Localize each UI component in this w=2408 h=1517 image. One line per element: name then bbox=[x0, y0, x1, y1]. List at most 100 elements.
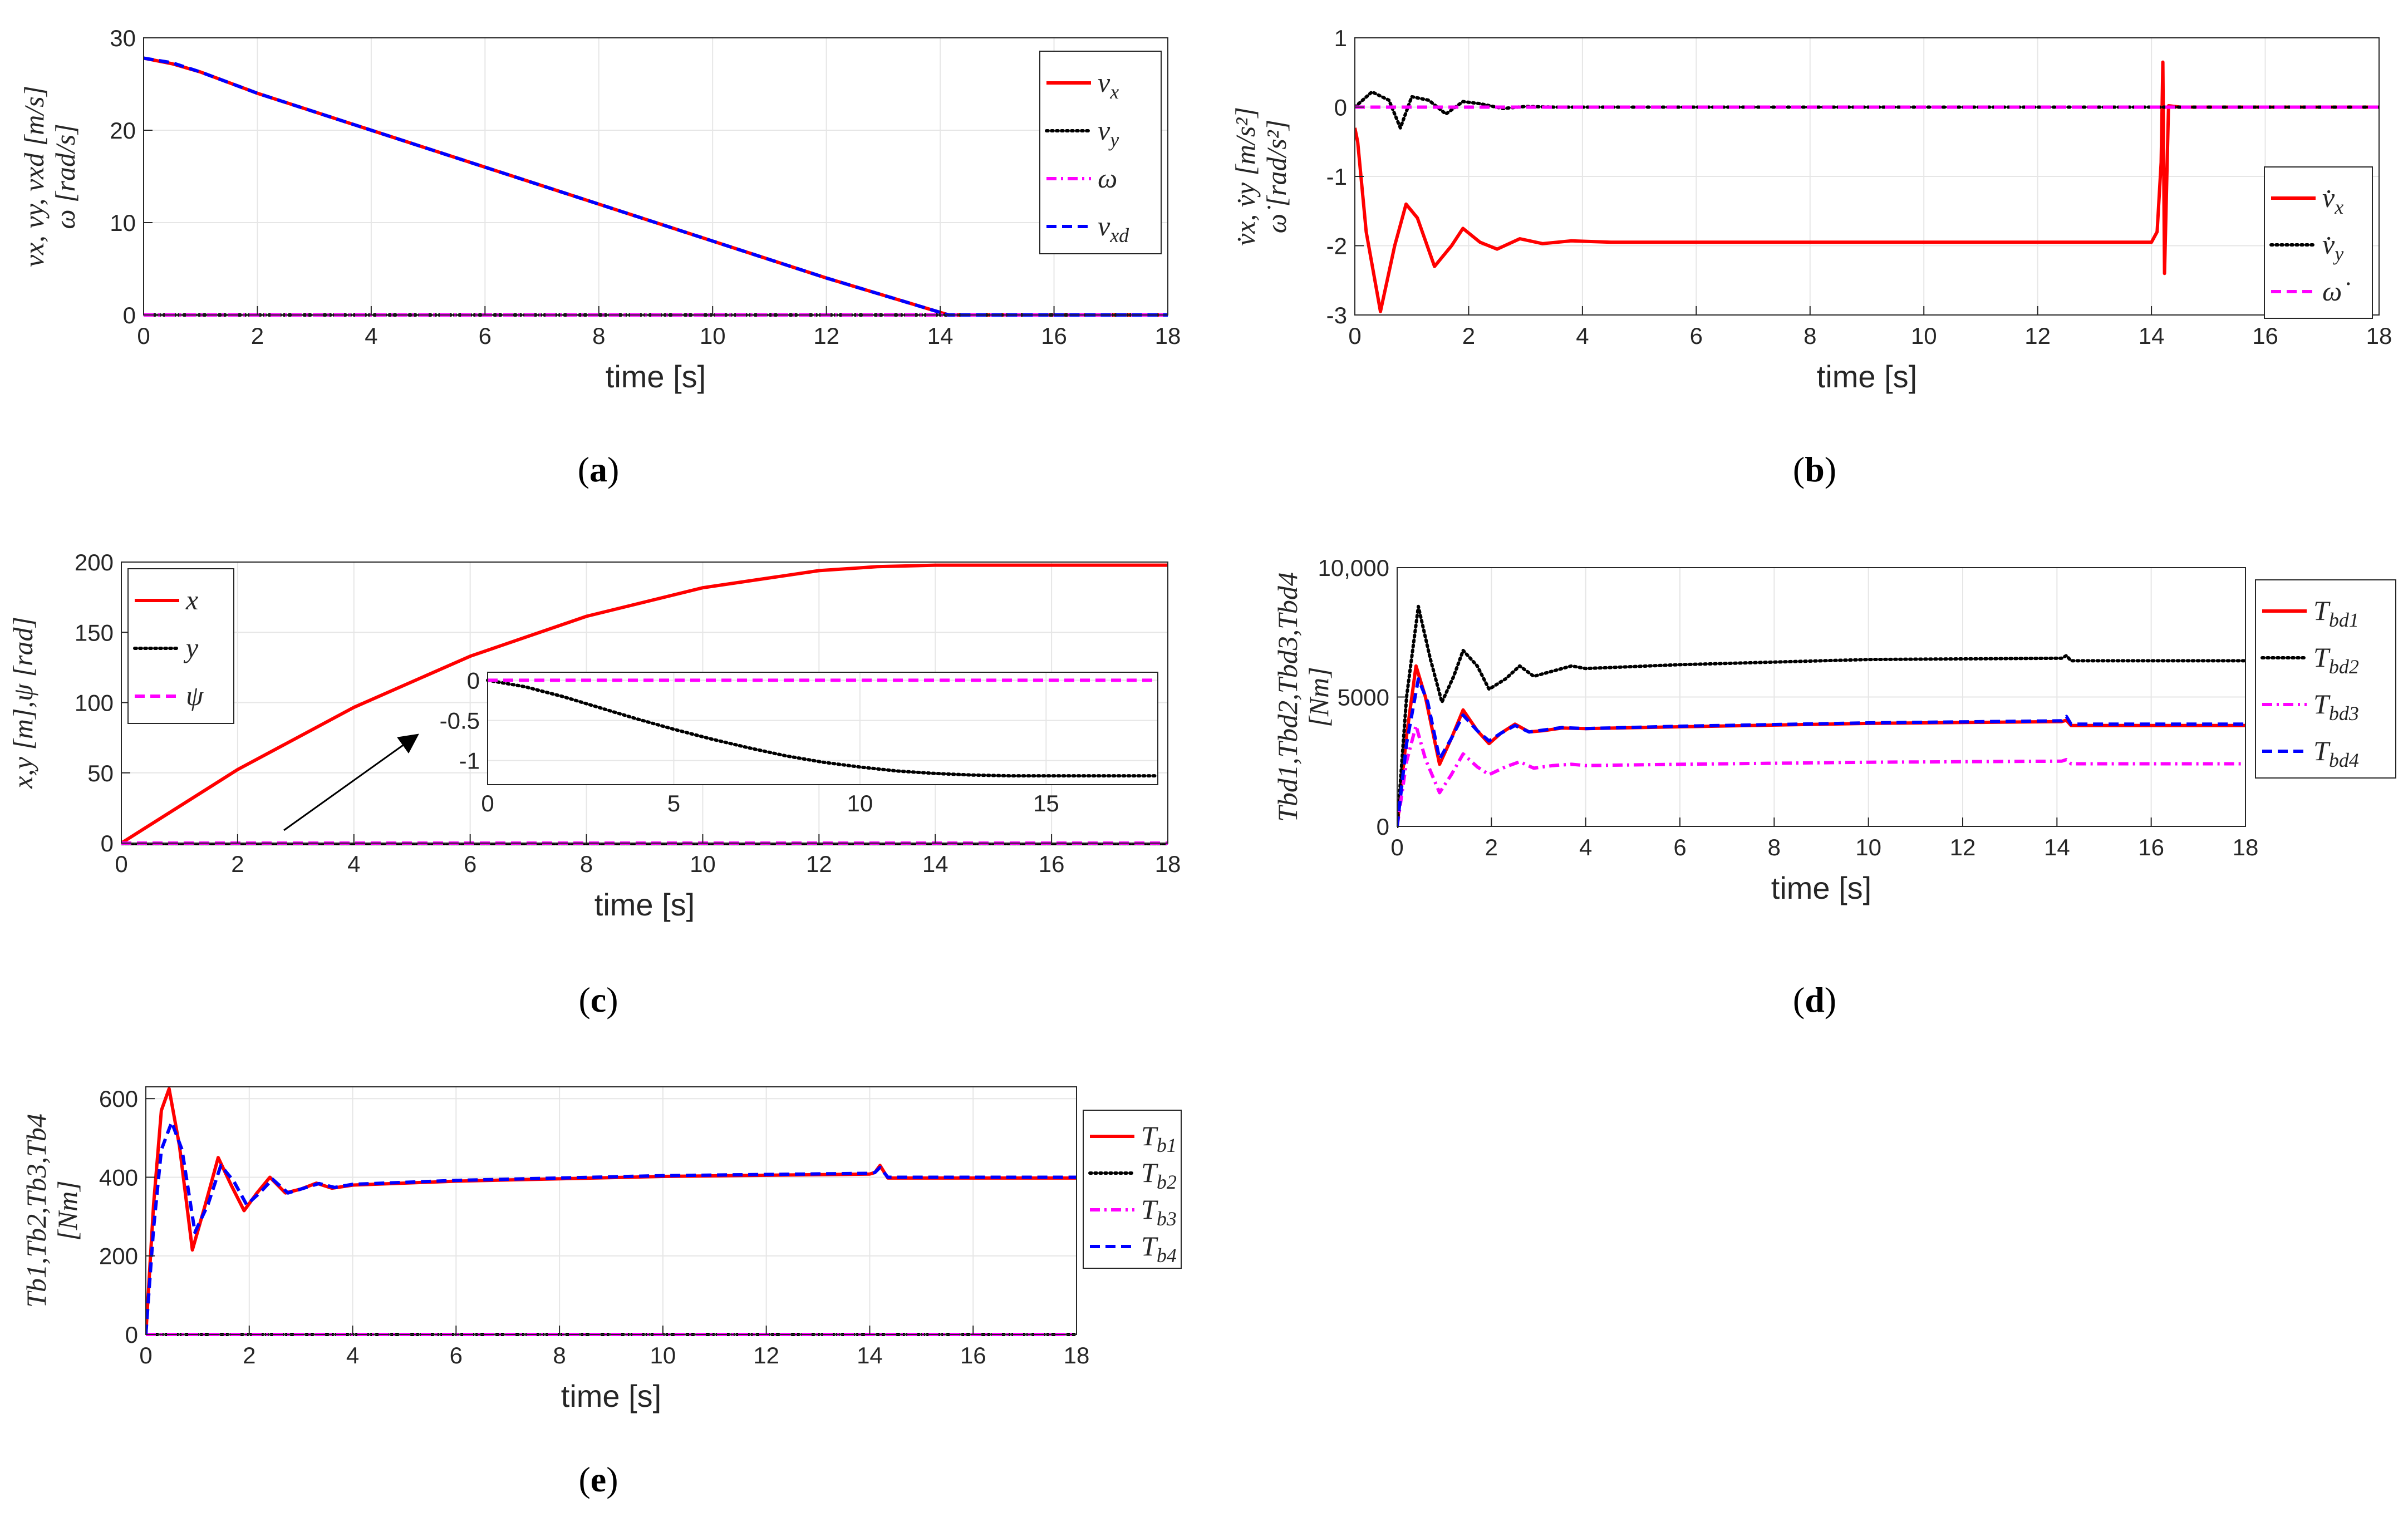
ytick-label-3: 150 bbox=[75, 619, 114, 646]
inset-border bbox=[487, 672, 1158, 785]
legend-label-Tbd2: Tbd2 bbox=[2313, 642, 2359, 678]
x-axis-label: time [s] bbox=[561, 1378, 661, 1413]
xtick-label-1: 2 bbox=[251, 323, 264, 349]
legend-label-psi: ψ bbox=[186, 680, 204, 711]
xtick-label-1: 2 bbox=[1462, 323, 1475, 349]
xtick-label-2: 4 bbox=[1576, 323, 1589, 349]
xtick-label-8: 16 bbox=[1039, 851, 1065, 877]
xtick-label-9: 18 bbox=[1155, 851, 1181, 877]
xtick-label-7: 14 bbox=[2044, 834, 2070, 860]
caption-c: (c) bbox=[578, 980, 618, 1019]
xtick-label-9: 18 bbox=[1155, 323, 1181, 349]
xtick-label-3: 6 bbox=[1690, 323, 1703, 349]
xtick-label-2: 4 bbox=[347, 851, 360, 877]
legend-label-Tb1: Tb1 bbox=[1141, 1120, 1177, 1156]
inset-xtick-label-2: 10 bbox=[847, 790, 873, 816]
legend-box bbox=[2264, 166, 2373, 319]
xtick-label-4: 8 bbox=[580, 851, 593, 877]
xtick-label-6: 12 bbox=[813, 323, 839, 349]
x-axis-label: time [s] bbox=[606, 359, 706, 394]
ytick-label-0: -3 bbox=[1326, 302, 1347, 328]
legend-label-Tbd1: Tbd1 bbox=[2313, 595, 2359, 631]
inset-xtick-label-0: 0 bbox=[481, 790, 494, 816]
xtick-label-7: 14 bbox=[927, 323, 954, 349]
legend-label-Tb3: Tb3 bbox=[1141, 1194, 1177, 1230]
series-Tbd4 bbox=[1397, 677, 2245, 827]
ytick-label-2: 10,000 bbox=[1318, 555, 1389, 581]
legend-label-vy: vy bbox=[1098, 115, 1119, 151]
series-vx_dot bbox=[1355, 60, 2379, 313]
inset-xtick-label-3: 15 bbox=[1033, 790, 1059, 816]
legend-label-vy_dot: v̇y bbox=[2322, 229, 2343, 265]
inset-ytick-label-0: 0 bbox=[467, 667, 480, 693]
caption-d: (d) bbox=[1793, 980, 1836, 1019]
xtick-label-5: 10 bbox=[700, 323, 726, 349]
legend-label-Tbd3: Tbd3 bbox=[2313, 688, 2359, 725]
xtick-label-2: 4 bbox=[346, 1342, 359, 1368]
xtick-label-6: 12 bbox=[753, 1342, 779, 1368]
y-axis-label: vx, vy, vxd [m/s]ω [rad/s] bbox=[18, 86, 81, 267]
inset-ytick-label-2: -1 bbox=[459, 748, 480, 774]
ytick-label-3: 600 bbox=[99, 1086, 138, 1112]
ytick-label-2: -1 bbox=[1326, 164, 1347, 190]
xtick-label-3: 6 bbox=[464, 851, 476, 877]
axes-frame bbox=[143, 37, 1168, 316]
inset-ytick-label-1: -0.5 bbox=[440, 708, 480, 734]
xtick-label-6: 12 bbox=[806, 851, 832, 877]
xtick-label-4: 8 bbox=[1768, 834, 1781, 860]
xtick-label-5: 10 bbox=[1911, 323, 1937, 349]
xtick-label-0: 0 bbox=[137, 323, 150, 349]
ytick-label-3: 0 bbox=[1334, 95, 1347, 121]
legend-label-x: x bbox=[185, 584, 198, 615]
xtick-label-4: 8 bbox=[592, 323, 605, 349]
panel-b: 0 2 4 6 8 10 12 14 16 18 -3 -2 -1 0 1 time [s] v̇x, v̇y … bbox=[1230, 25, 2392, 394]
xtick-label-2: 4 bbox=[365, 323, 377, 349]
ytick-label-0: 0 bbox=[101, 830, 114, 856]
inset-series-y_zoom bbox=[486, 678, 1159, 778]
ytick-label-0: 0 bbox=[123, 302, 136, 328]
panel-a: 0 2 4 6 8 10 12 14 16 18 0 10 20 30 time [s] vx, vy, vx… bbox=[18, 25, 1181, 394]
ytick-label-1: 200 bbox=[99, 1243, 138, 1269]
series-Tbd2 bbox=[1397, 604, 2245, 828]
legend-label-vx: vx bbox=[1098, 67, 1119, 103]
xtick-label-8: 16 bbox=[2252, 323, 2278, 349]
legend-label-omega: ω bbox=[1098, 162, 1117, 194]
series-Tb4 bbox=[146, 1120, 1077, 1335]
xtick-label-6: 12 bbox=[1950, 834, 1976, 860]
legend-label-Tbd4: Tbd4 bbox=[2313, 735, 2359, 771]
ytick-label-4: 200 bbox=[75, 549, 114, 575]
x-axis-label: time [s] bbox=[594, 887, 695, 922]
xtick-label-3: 6 bbox=[479, 323, 492, 349]
xtick-label-7: 14 bbox=[857, 1342, 883, 1368]
ytick-label-0: 0 bbox=[125, 1322, 138, 1348]
legend-label-Tb2: Tb2 bbox=[1141, 1157, 1177, 1193]
series-Tbd3 bbox=[1397, 723, 2245, 827]
y-axis-label: x,y [m],ψ [rad] bbox=[7, 617, 38, 789]
xtick-label-2: 4 bbox=[1579, 834, 1592, 860]
xtick-label-1: 2 bbox=[243, 1342, 255, 1368]
legend-label-vx_dot: v̇x bbox=[2322, 182, 2343, 218]
plot-area bbox=[146, 1087, 1077, 1334]
xtick-label-8: 16 bbox=[960, 1342, 986, 1368]
xtick-label-9: 18 bbox=[2233, 834, 2259, 860]
caption-b: (b) bbox=[1793, 450, 1836, 489]
ytick-label-3: 30 bbox=[110, 25, 136, 51]
xtick-label-4: 8 bbox=[553, 1342, 566, 1368]
xtick-label-5: 10 bbox=[650, 1342, 676, 1368]
series-x bbox=[121, 563, 1168, 845]
legend-label-Tb4: Tb4 bbox=[1141, 1230, 1177, 1267]
legend-label-y: y bbox=[183, 632, 199, 663]
xtick-label-1: 2 bbox=[231, 851, 244, 877]
inset-pointer-arrow bbox=[283, 733, 419, 831]
plot-area bbox=[144, 38, 1168, 315]
xtick-label-9: 18 bbox=[1064, 1342, 1090, 1368]
legend-box bbox=[1039, 51, 1162, 254]
xtick-label-0: 0 bbox=[139, 1342, 152, 1368]
panel-e: 0 2 4 6 8 10 12 14 16 18 0 200 400 600 time [s] Tb1,Tb2… bbox=[21, 1086, 1182, 1413]
xtick-label-0: 0 bbox=[1348, 323, 1361, 349]
ytick-label-4: 1 bbox=[1334, 25, 1347, 51]
y-axis-label: v̇x, v̇y [m/s²]ω̇ [rad/s²] bbox=[1230, 107, 1292, 246]
xtick-label-8: 16 bbox=[2138, 834, 2164, 860]
